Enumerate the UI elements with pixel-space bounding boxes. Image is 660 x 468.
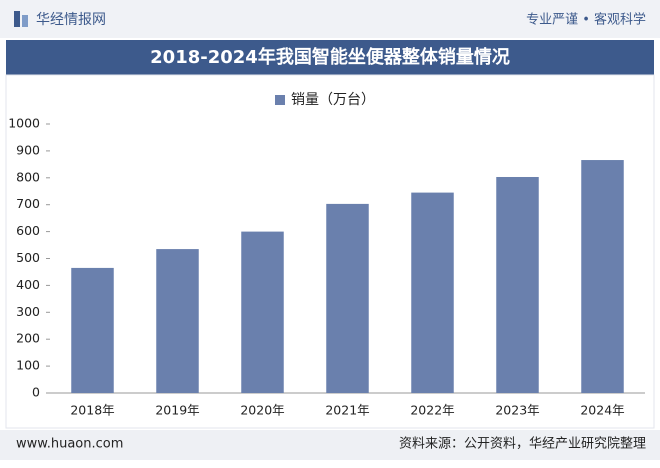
footer-bar (0, 430, 660, 460)
x-tick-label: 2023年 (495, 403, 539, 418)
x-tick-label: 2020年 (240, 403, 284, 418)
y-tick-label: 500 (16, 250, 40, 265)
legend-label: 销量（万台） (291, 92, 375, 108)
chart-frame (5, 74, 655, 429)
y-tick-label: 400 (16, 277, 40, 292)
y-tick-label: 700 (16, 196, 40, 211)
x-tick-label: 2018年 (70, 403, 114, 418)
bar (241, 231, 284, 393)
y-tick-label: 100 (16, 358, 40, 373)
x-tick-label: 2022年 (410, 403, 454, 418)
bar (411, 192, 454, 393)
y-tick-label: 1000 (8, 116, 40, 131)
y-tick-label: 800 (16, 169, 40, 184)
x-tick-label: 2019年 (155, 403, 199, 418)
header-bar (0, 0, 660, 38)
y-tick-label: 300 (16, 304, 40, 319)
source: 资料来源：公开资料，华经产业研究院整理 (399, 437, 646, 452)
bar (326, 203, 369, 393)
bar (496, 176, 539, 393)
y-tick-label: 900 (16, 142, 40, 157)
website: www.huaon.com (16, 437, 123, 452)
legend-swatch (275, 95, 285, 105)
bar (156, 249, 199, 393)
x-tick-label: 2021年 (325, 403, 369, 418)
logo (22, 15, 28, 27)
title-bar (6, 40, 654, 75)
bar (71, 267, 114, 393)
x-tick-label: 2024年 (580, 403, 624, 418)
y-tick-label: 600 (16, 223, 40, 238)
y-tick-label: 0 (32, 385, 40, 400)
bar (581, 160, 624, 393)
slogan: 专业严谨 • 客观科学 (526, 12, 646, 28)
logo (14, 11, 20, 27)
y-tick-label: 200 (16, 331, 40, 346)
brand: 华经情报网 (36, 12, 106, 28)
chart-title: 2018-2024年我国智能坐便器整体销量情况 (150, 46, 510, 68)
